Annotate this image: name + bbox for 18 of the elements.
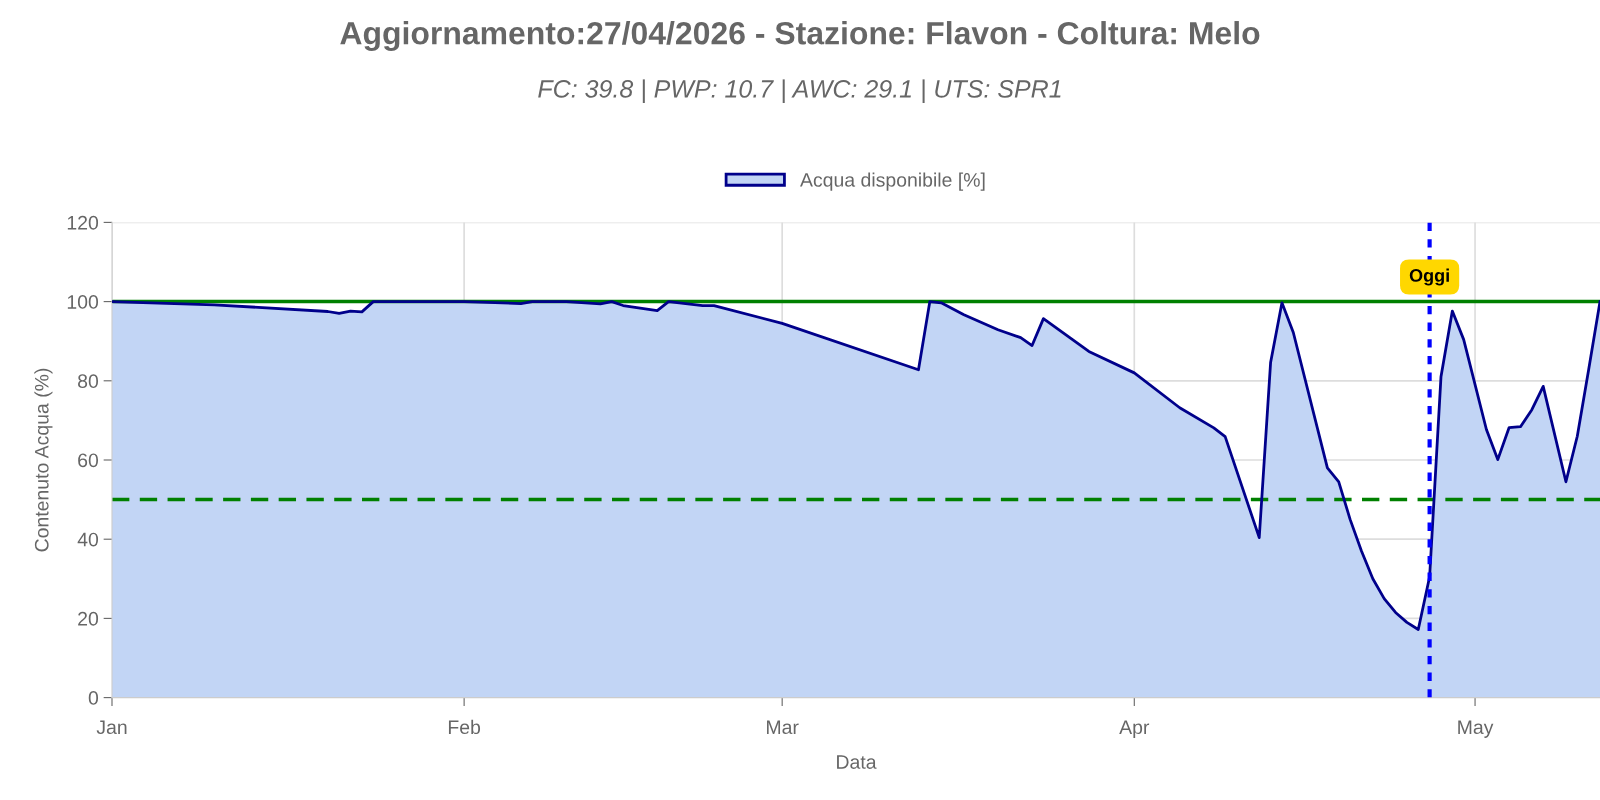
x-tick-label: Jan xyxy=(96,720,127,735)
y-axis-title: Contenuto Acqua (%) xyxy=(34,368,53,552)
chart-title: Aggiornamento:27/04/2026 - Stazione: Flavon - Coltura: Melo xyxy=(340,21,1260,51)
legend-label: Acqua disponibile [%] xyxy=(800,172,985,191)
chart-subtitle: FC: 39.8 | PWP: 10.7 | AWC: 29.1 | UTS: SPR1 xyxy=(538,79,1061,104)
x-tick-label: Feb xyxy=(448,719,481,735)
y-tick-label: 40 xyxy=(77,532,99,547)
y-tick-label: 120 xyxy=(67,215,99,230)
y-tick-label: 20 xyxy=(78,611,99,626)
x-axis-title: Data xyxy=(837,755,877,769)
y-tick-label: 80 xyxy=(78,374,99,389)
ref-line-label: Oggi xyxy=(1409,268,1449,286)
x-tick-label: May xyxy=(1458,720,1494,738)
x-tick-label: Mar xyxy=(767,720,799,735)
x-tick-label: Apr xyxy=(1119,720,1150,738)
y-tick-label: 100 xyxy=(67,295,99,309)
y-tick-label: 60 xyxy=(78,453,99,468)
y-tick-label: 0 xyxy=(88,691,99,705)
